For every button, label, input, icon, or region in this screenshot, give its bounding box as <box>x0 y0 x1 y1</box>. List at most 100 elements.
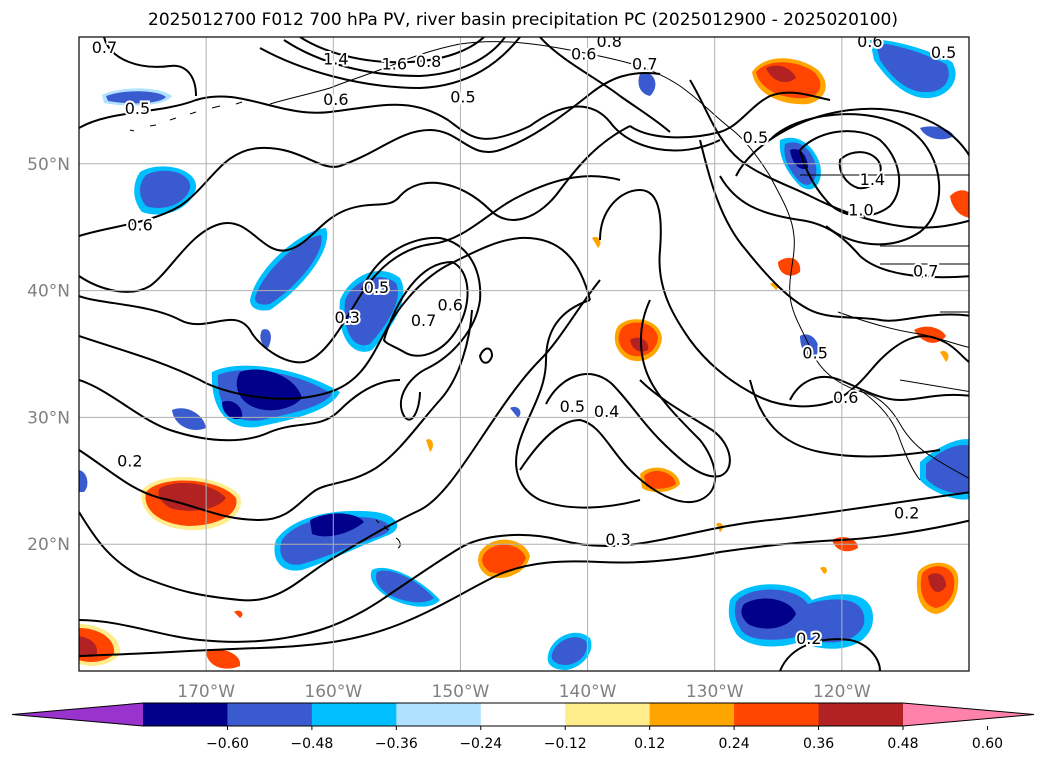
contour-label-text: 0.6 <box>857 32 882 51</box>
contour-label-text: 0.5 <box>560 397 585 416</box>
contour-label-text: 0.8 <box>596 32 621 51</box>
pv-contour-line <box>79 175 621 364</box>
latitude-labels: 50°N 40°N 30°N 20°N <box>27 155 70 555</box>
hawaii-islands <box>375 519 401 549</box>
contour-label: 0.6 <box>831 386 860 409</box>
alaska-coastline <box>269 41 771 177</box>
contour-label-text: 0.6 <box>127 216 152 235</box>
contour-label-text: 1.0 <box>848 200 873 219</box>
baja-coastline <box>859 389 921 481</box>
contour-label: 0.7 <box>630 53 659 76</box>
negative-precip-region <box>728 584 874 649</box>
contour-label-text: 0.7 <box>92 38 117 57</box>
contour-label: 0.5 <box>800 342 829 365</box>
pv-contour-line <box>79 519 969 657</box>
contour-label-text: 1.4 <box>323 50 348 69</box>
pv-contour-line <box>103 37 197 97</box>
positive-precip-region <box>426 236 723 532</box>
map-content: 0.71.4 1.6 0.80.6 0.50.50.60.80.70.60.50.51… <box>79 32 969 671</box>
contour-label-text: 1.4 <box>860 170 885 189</box>
aleutian-islands <box>129 101 243 132</box>
pv-contour-line <box>545 373 731 478</box>
pv-contour-line <box>79 309 473 522</box>
colorbar-segment <box>227 703 313 726</box>
negative-precip-region <box>79 39 969 500</box>
contour-label-text: 0.5 <box>364 278 389 297</box>
pv-contour-line <box>283 37 506 78</box>
contour-label-text: 0.7 <box>632 55 657 74</box>
colorbar-segment <box>649 703 735 726</box>
colorbar-tick-label: 0.24 <box>719 736 750 752</box>
pv-contour-line <box>259 37 521 90</box>
contour-label: 0.6 <box>569 42 598 65</box>
pv-contour-line <box>749 379 941 458</box>
map-frame <box>78 36 970 672</box>
pv-contour-line <box>599 188 969 408</box>
lon-tick-label: 160°W <box>304 682 362 702</box>
colorbar-segment <box>565 703 651 726</box>
contour-label: 0.6 <box>436 294 465 317</box>
pv-contour-line <box>735 107 969 177</box>
pv-contour-line <box>838 151 882 190</box>
contour-label-text: 0.2 <box>796 629 821 648</box>
contour-label: 0.5 <box>929 41 958 64</box>
contour-label: 0.8 <box>414 50 443 73</box>
pv-contour-line <box>361 236 482 421</box>
positive-precip-region <box>916 562 959 614</box>
pv-contour-line <box>478 347 494 364</box>
pv-contour-line <box>79 125 631 293</box>
gridlines <box>79 37 969 671</box>
contour-label: 0.6 <box>125 214 154 237</box>
colorbar-tick-label: 0.60 <box>972 736 1003 752</box>
positive-precip-region <box>752 58 969 574</box>
contour-label-text: 0.5 <box>125 99 150 118</box>
colorbar-extend-high <box>903 703 1034 726</box>
contour-label: 0.5 <box>741 126 770 149</box>
negative-precip-region <box>102 88 172 106</box>
contour-label: 0.5 <box>558 395 587 418</box>
colorbar-tick-label: −0.24 <box>459 736 502 752</box>
positive-precip-region <box>141 477 241 531</box>
contour-label: 1.4 <box>858 168 887 191</box>
pv-contour-line <box>79 379 401 442</box>
contour-label-text: 0.2 <box>117 452 142 471</box>
contour-label: 0.8 <box>594 32 623 53</box>
contour-label-text: 0.2 <box>894 504 919 523</box>
contour-label-text: 0.5 <box>450 88 475 107</box>
colorbar-tick-label: 0.36 <box>803 736 834 752</box>
lon-tick-label: 140°W <box>559 682 617 702</box>
contour-label: 0.6 <box>321 88 350 111</box>
colorbar-tick-label: −0.36 <box>375 736 418 752</box>
north-america-coastline <box>769 175 969 479</box>
coastlines <box>129 41 969 549</box>
pv-contour-line <box>779 638 881 671</box>
contour-labels: 0.71.4 1.6 0.80.6 0.50.50.60.80.70.60.50.51… <box>90 32 959 650</box>
us-mexico-border <box>837 311 969 348</box>
precipitation-shading <box>79 39 969 670</box>
pv-contour-line <box>689 79 969 229</box>
map-panel: 0.71.4 1.6 0.80.6 0.50.50.60.80.70.60.50.51… <box>27 32 970 702</box>
pv-contours <box>79 37 969 671</box>
contour-label: 0.7 <box>90 37 119 59</box>
pv-contour-line <box>79 279 601 602</box>
pv-contour-line <box>79 236 591 400</box>
contour-label-text: 0.7 <box>913 261 938 280</box>
colorbar-segment <box>396 703 482 726</box>
contour-label-text: 0.5 <box>931 43 956 62</box>
contour-label: 0.7 <box>911 259 940 282</box>
contour-label: 0.7 <box>409 309 438 332</box>
negative-precip-region <box>134 166 197 215</box>
state-border <box>880 245 969 393</box>
contour-label: 0.3 <box>333 306 362 329</box>
contour-label: 0.6 <box>855 32 884 53</box>
lon-tick-label: 130°W <box>686 682 744 702</box>
colorbar-tick-label: 0.48 <box>887 736 918 752</box>
contour-label: 0.5 <box>362 276 391 299</box>
colorbar-segment <box>311 703 397 726</box>
negative-precip-region <box>339 270 404 352</box>
pv-contour-line <box>798 130 901 218</box>
contour-label: 0.5 <box>123 97 152 120</box>
contour-label-text: 0.6 <box>323 90 348 109</box>
lat-tick-label: 40°N <box>27 282 70 302</box>
colorbar-tick-label: −0.12 <box>544 736 587 752</box>
